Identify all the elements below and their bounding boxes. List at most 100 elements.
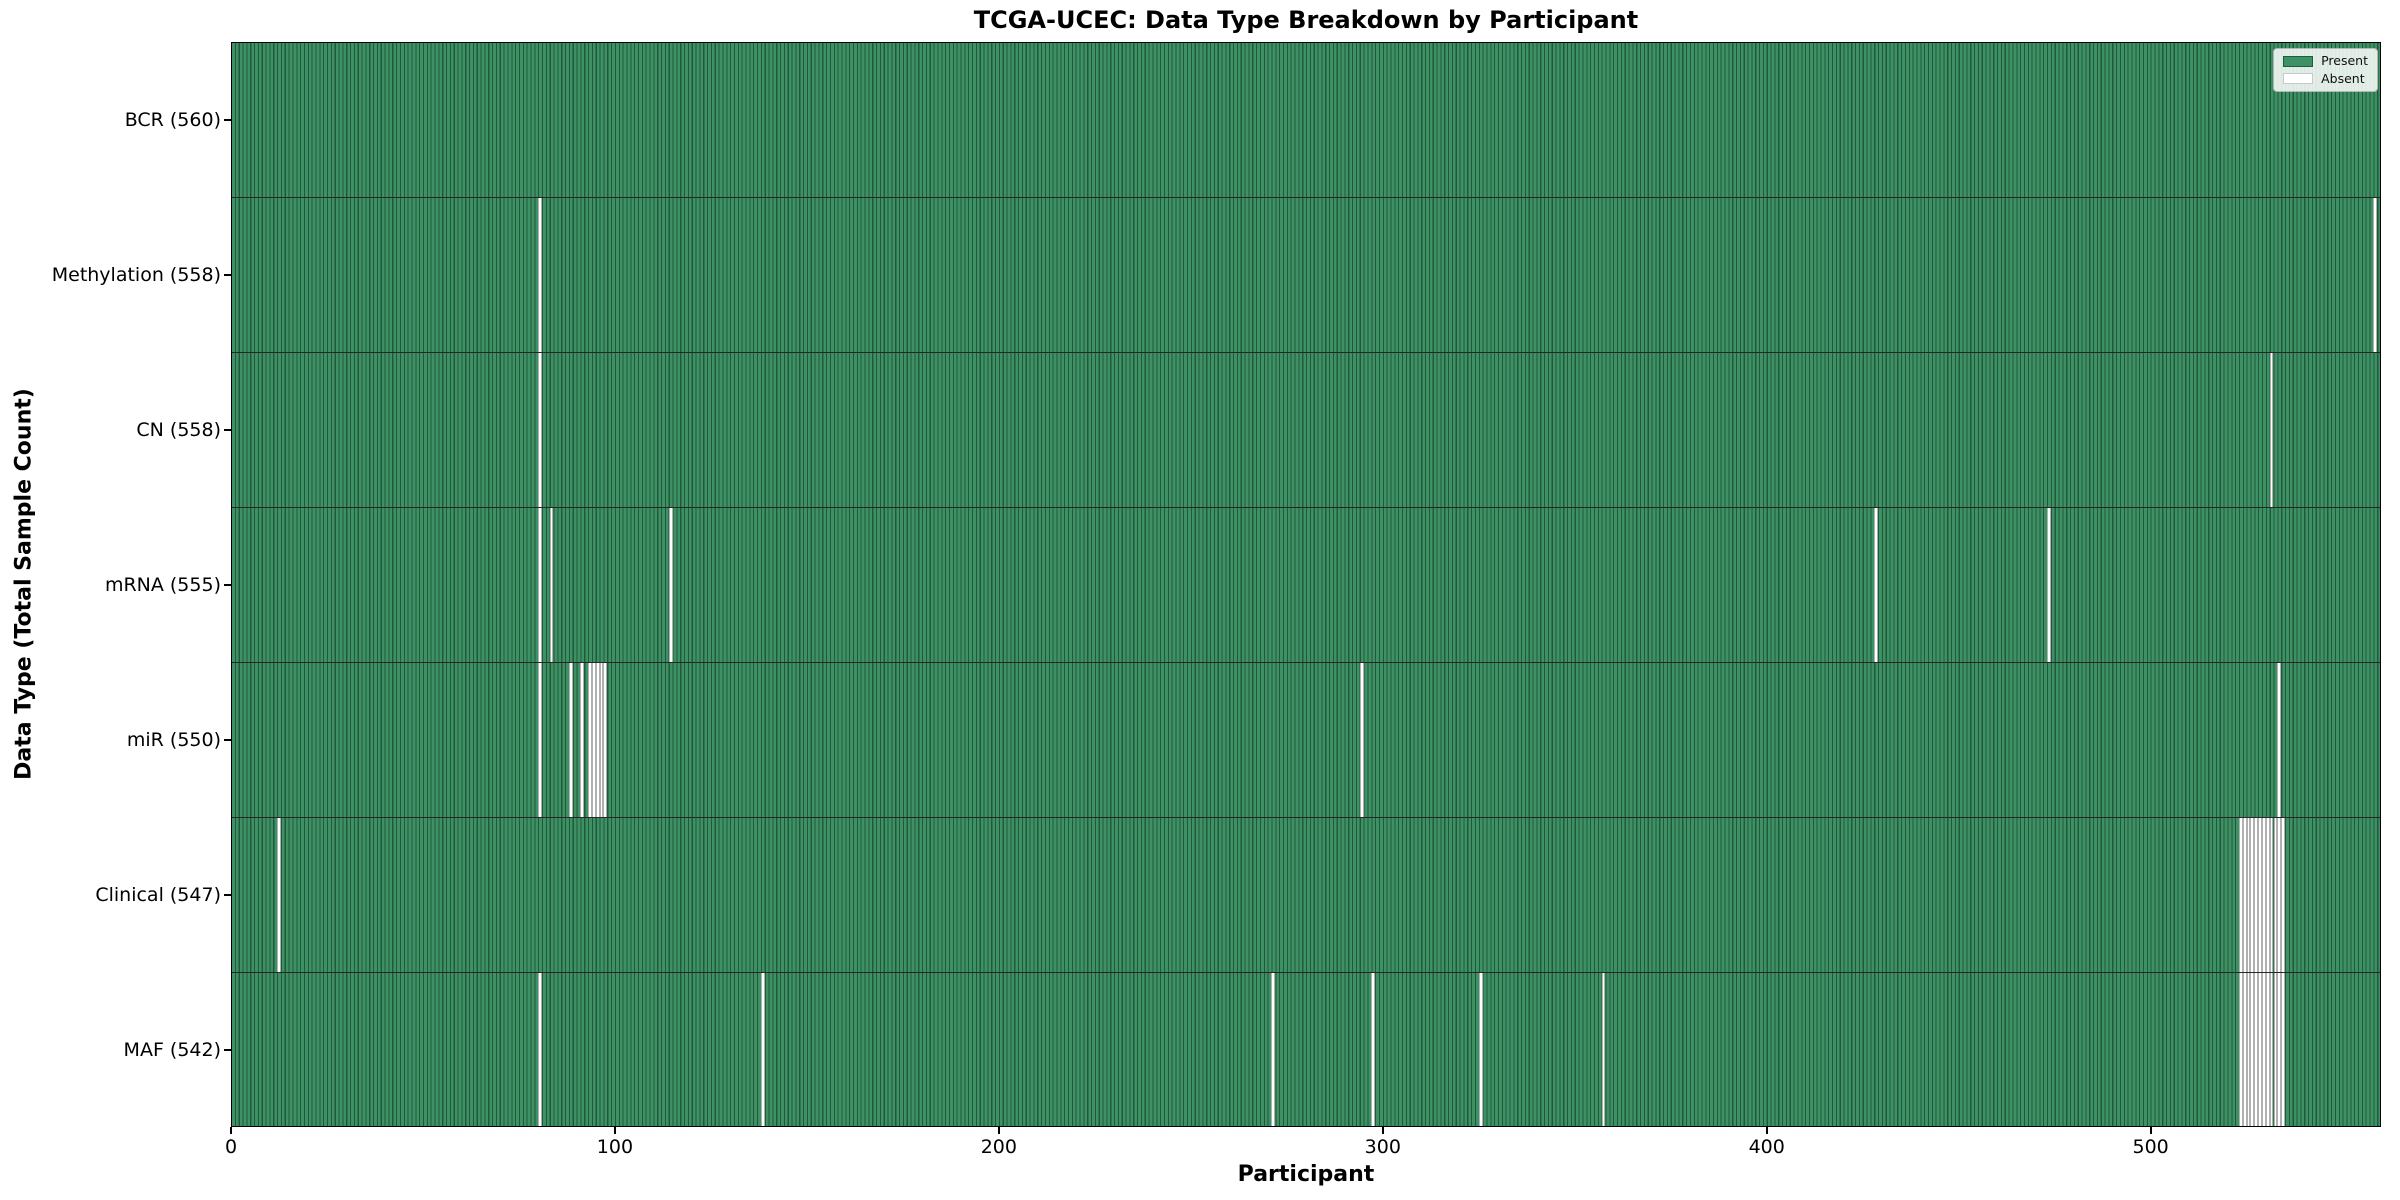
- absent-gap: [2254, 972, 2259, 1127]
- y-tick-label: Methylation (558): [51, 263, 221, 286]
- datatype-row-mir: [231, 662, 2381, 817]
- row-separator: [231, 197, 2381, 198]
- absent-gap: [2273, 817, 2278, 972]
- absent-gap: [538, 352, 542, 507]
- row-separator: [231, 662, 2381, 663]
- absent-gap: [2261, 817, 2266, 972]
- absent-gap: [760, 972, 765, 1127]
- absent-gap: [538, 197, 542, 352]
- legend-label-absent: Absent: [2321, 70, 2365, 86]
- x-tick-label: 300: [1364, 1136, 1401, 1158]
- absent-gap: [2238, 817, 2243, 972]
- x-tick-label: 400: [1748, 1136, 1785, 1158]
- legend-entry-absent: Absent: [2283, 70, 2368, 86]
- y-tick-mark: [224, 118, 231, 121]
- x-tick-label: 500: [2132, 1136, 2169, 1158]
- row-separator: [231, 352, 2381, 353]
- x-tick-mark: [613, 1127, 616, 1134]
- absent-gap: [1601, 972, 1606, 1127]
- x-tick-label: 100: [596, 1136, 634, 1158]
- absent-gap: [599, 662, 604, 817]
- y-tick-mark: [224, 738, 231, 741]
- absent-gap: [2261, 972, 2266, 1127]
- y-tick-label: mRNA (555): [104, 573, 221, 596]
- x-tick-mark: [1765, 1127, 1768, 1134]
- x-tick-mark: [1381, 1127, 1384, 1134]
- y-tick-label: BCR (560): [124, 108, 221, 131]
- absent-gap: [2250, 972, 2255, 1127]
- absent-gap: [2254, 817, 2259, 972]
- y-tick-label: CN (558): [136, 418, 221, 441]
- absent-gap: [2238, 972, 2243, 1127]
- absent-gap: [2242, 817, 2247, 972]
- absent-gap: [1271, 972, 1276, 1127]
- y-tick-label: miR (550): [126, 728, 221, 751]
- y-tick-mark: [224, 273, 231, 276]
- datatype-row-maf: [231, 972, 2381, 1127]
- absent-gap: [2246, 972, 2251, 1127]
- chart-title: TCGA-UCEC: Data Type Breakdown by Partic…: [973, 6, 1639, 34]
- y-tick-label: Clinical (547): [95, 883, 221, 906]
- absent-gap: [2269, 972, 2274, 1127]
- absent-gap: [538, 507, 542, 662]
- absent-gap: [2246, 817, 2251, 972]
- absent-gap: [2258, 817, 2262, 972]
- absent-gap: [538, 972, 542, 1127]
- absent-gap: [1478, 972, 1483, 1127]
- legend-entry-present: Present: [2283, 53, 2368, 68]
- absent-gap: [549, 507, 554, 662]
- y-tick-mark: [224, 1048, 231, 1051]
- x-tick-mark: [997, 1127, 1000, 1134]
- absent-gap: [2277, 817, 2282, 972]
- datatype-row-methylation: [231, 197, 2381, 352]
- datatype-row-mrna: [231, 507, 2381, 662]
- y-tick-mark: [224, 428, 231, 431]
- row-separator: [231, 507, 2381, 508]
- absent-gap: [2277, 972, 2282, 1127]
- absent-gap: [568, 662, 573, 817]
- legend-label-present: Present: [2321, 53, 2368, 68]
- legend: Present Absent: [2273, 48, 2378, 92]
- absent-gap: [2269, 352, 2274, 507]
- absent-gap: [2277, 662, 2282, 817]
- x-tick-mark: [230, 1127, 232, 1134]
- y-tick-mark: [224, 583, 231, 586]
- y-tick-mark: [224, 893, 231, 896]
- absent-gap: [2281, 817, 2285, 972]
- absent-gap: [1874, 507, 1879, 662]
- absent-gap: [580, 662, 585, 817]
- absent-gap: [2265, 817, 2270, 972]
- row-separator: [231, 972, 2381, 973]
- absent-gap: [1371, 972, 1376, 1127]
- x-tick-label: 200: [980, 1136, 1017, 1158]
- x-tick-label: 0: [224, 1136, 238, 1158]
- absent-gap: [2373, 197, 2378, 352]
- absent-gap: [2265, 972, 2270, 1127]
- datatype-row-clinical: [231, 817, 2381, 972]
- datatype-row-bcr: [231, 42, 2381, 197]
- plot-area: Present Absent: [231, 42, 2381, 1127]
- absent-gap: [2250, 817, 2255, 972]
- absent-gap: [591, 662, 596, 817]
- absent-gap: [1359, 662, 1364, 817]
- datatype-row-cn: [231, 352, 2381, 507]
- absent-gap: [2273, 972, 2278, 1127]
- absent-gap: [2242, 972, 2247, 1127]
- absent-gap: [2046, 507, 2051, 662]
- absent-gap: [595, 662, 600, 817]
- x-axis-label: Participant: [1237, 1162, 1375, 1187]
- absent-gap: [277, 817, 281, 972]
- absent-gap: [2269, 817, 2274, 972]
- present-swatch: [2283, 55, 2314, 67]
- absent-gap: [538, 662, 542, 817]
- absent-gap: [603, 662, 608, 817]
- row-separator: [231, 817, 2381, 818]
- absent-gap: [2258, 972, 2262, 1127]
- absent-gap: [588, 662, 592, 817]
- x-tick-mark: [2149, 1127, 2152, 1134]
- absent-gap: [668, 507, 673, 662]
- absent-gap: [2281, 972, 2285, 1127]
- absent-swatch: [2283, 73, 2314, 85]
- y-tick-label: MAF (542): [123, 1038, 221, 1061]
